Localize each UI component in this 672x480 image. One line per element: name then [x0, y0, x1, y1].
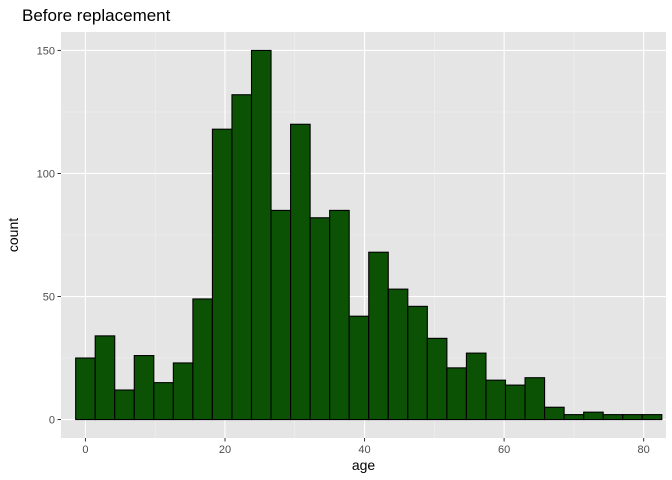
x-tick-label: 20: [219, 444, 231, 456]
histogram-bar: [348, 315, 370, 421]
histogram-bar: [387, 288, 409, 421]
histogram-bar: [153, 382, 174, 421]
histogram-bar: [211, 128, 233, 421]
histogram-bar: [133, 355, 155, 421]
histogram-bar: [426, 337, 448, 421]
histogram-bar: [544, 406, 565, 421]
histogram-bar: [250, 49, 272, 421]
histogram-bar: [309, 217, 331, 421]
x-tick-label: 80: [638, 444, 650, 456]
histogram-bar: [329, 209, 350, 421]
histogram-bar: [114, 389, 135, 421]
x-axis-title: age: [352, 457, 376, 473]
histogram-bar: [290, 123, 311, 421]
x-tick-label: 40: [358, 444, 370, 456]
y-tick-label: 0: [49, 415, 55, 427]
histogram-bar: [465, 352, 487, 421]
y-axis-title: count: [5, 218, 21, 252]
histogram-bar: [583, 411, 604, 421]
histogram-bar: [172, 362, 194, 421]
x-axis: 0 20 40 60 80: [82, 438, 650, 456]
y-tick-label: 50: [43, 292, 55, 304]
histogram-bar: [231, 94, 253, 421]
y-axis: 0 50 100 150: [37, 45, 61, 427]
histogram-bar: [446, 367, 467, 421]
histogram-bar: [94, 335, 116, 421]
histogram-bar: [602, 414, 624, 421]
y-tick-label: 150: [37, 45, 55, 57]
histogram-bar: [270, 209, 292, 421]
histogram-bar: [524, 377, 546, 421]
histogram-bar: [622, 414, 643, 421]
histogram-bar: [75, 357, 96, 421]
histogram-bar: [368, 251, 389, 421]
histogram-bar: [485, 379, 507, 421]
histogram-bar: [504, 384, 526, 421]
histogram-bar: [192, 298, 213, 421]
histogram-bar: [563, 414, 585, 421]
histogram-bar: [407, 305, 428, 421]
y-tick-label: 100: [37, 168, 55, 180]
histogram-bar: [641, 414, 663, 421]
x-tick-label: 0: [82, 444, 88, 456]
x-tick-label: 60: [498, 444, 510, 456]
histogram-bars: [75, 49, 663, 421]
chart-title: Before replacement: [22, 6, 171, 25]
